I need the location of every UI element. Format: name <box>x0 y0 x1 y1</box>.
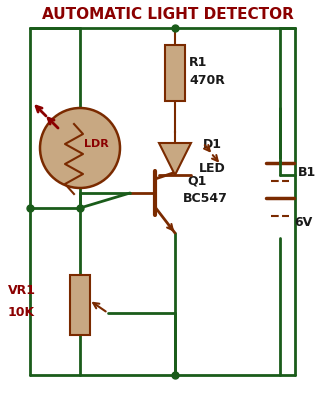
Polygon shape <box>159 143 191 175</box>
Text: Q1: Q1 <box>187 174 206 187</box>
Text: LED: LED <box>199 162 226 175</box>
Text: BC547: BC547 <box>183 193 228 206</box>
Text: 6V: 6V <box>294 216 312 229</box>
Text: 470R: 470R <box>189 75 225 87</box>
Circle shape <box>40 108 120 188</box>
Text: R1: R1 <box>189 56 207 69</box>
Text: 10K: 10K <box>8 307 35 320</box>
FancyBboxPatch shape <box>165 45 185 101</box>
Text: LDR: LDR <box>84 139 109 149</box>
Text: AUTOMATIC LIGHT DETECTOR: AUTOMATIC LIGHT DETECTOR <box>42 7 294 22</box>
Text: D1: D1 <box>203 139 222 152</box>
Text: B1: B1 <box>298 166 316 179</box>
FancyBboxPatch shape <box>70 275 90 335</box>
Text: VR1: VR1 <box>8 285 36 297</box>
